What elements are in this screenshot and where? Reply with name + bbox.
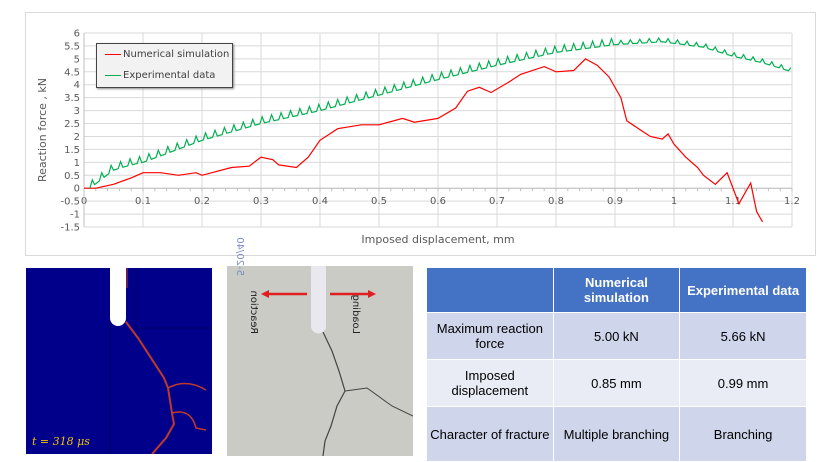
cell: 5.66 kN (679, 312, 807, 360)
series-line-experimental (89, 36, 792, 189)
cell: 0.99 mm (679, 359, 807, 407)
x-tick-label: 1 (671, 196, 677, 207)
x-tick-label: 0.6 (430, 196, 446, 207)
y-tick-label: 1.5 (64, 145, 80, 156)
y-tick-label: -0.5 (60, 197, 80, 208)
y-tick-label: 3 (74, 106, 80, 117)
x-tick-label: 0.5 (371, 196, 387, 207)
experiment-photo: Reaction Loading 5-20/40 (227, 237, 414, 457)
legend-item-experimental: Experimental data (97, 65, 232, 86)
x-tick-label: 1.2 (784, 196, 800, 207)
header-cell: Numerical simulation (552, 267, 681, 313)
time-label: t = 318 μs (32, 435, 90, 448)
chart-container: 65.554.543.532.521.510.50-0.5-1-1.500.10… (25, 12, 816, 256)
cell: 5.00 kN (552, 312, 681, 360)
legend-label: Experimental data (123, 70, 216, 81)
x-tick-label: 0.1 (135, 196, 151, 207)
cell: Multiple branching (552, 406, 681, 462)
header-cell (426, 267, 554, 313)
simulation-image: t = 318 μs (26, 268, 212, 455)
y-tick-label: 4.5 (64, 67, 80, 78)
cell: Branching (679, 406, 807, 462)
table-header-row: Numerical simulation Experimental data (426, 267, 807, 313)
row-label: Imposed displacement (426, 359, 554, 407)
loading-label: Loading (350, 294, 361, 334)
y-tick-label: 1 (74, 158, 80, 169)
legend-item-numerical: Numerical simulation (97, 44, 232, 65)
header-cell: Experimental data (679, 267, 807, 313)
x-tick-label: 0.4 (312, 196, 328, 207)
series-line-numerical (84, 58, 764, 223)
y-tick-label: 5.5 (64, 41, 80, 52)
y-tick-label: -1.5 (60, 223, 80, 234)
y-tick-label: 2 (74, 132, 80, 143)
x-tick-label: 0.8 (548, 196, 564, 207)
x-axis-label: Imposed displacement, mm (361, 233, 514, 246)
y-tick-label: 4 (74, 80, 80, 91)
x-tick-label: 0.9 (607, 196, 623, 207)
y-tick-label: -1 (70, 210, 80, 221)
row-label: Character of fracture (426, 406, 554, 462)
row-label: Maximum reaction force (426, 312, 554, 360)
x-tick-label: 0.7 (489, 196, 505, 207)
y-tick-label: 0.5 (64, 171, 80, 182)
reaction-label: Reaction (248, 290, 259, 334)
x-tick-label: 1.1 (725, 196, 741, 207)
x-tick-label: 0.3 (253, 196, 269, 207)
legend-label: Numerical simulation (123, 49, 230, 60)
y-tick-label: 5 (74, 54, 80, 65)
y-tick-label: 6 (74, 29, 80, 40)
table-row: Maximum reaction force 5.00 kN 5.66 kN (426, 312, 807, 360)
legend: Numerical simulation Experimental data (96, 43, 233, 88)
y-tick-label: 2.5 (64, 119, 80, 130)
table-row: Character of fracture Multiple branching… (426, 406, 807, 462)
comparison-table: Numerical simulation Experimental data M… (426, 267, 807, 462)
table-row: Imposed displacement 0.85 mm 0.99 mm (426, 359, 807, 407)
y-axis-label: Reaction force , kN (36, 78, 49, 182)
x-tick-label: 0.2 (194, 196, 210, 207)
specimen-mark: 5-20/40 (234, 237, 245, 276)
y-tick-label: 0 (74, 184, 80, 195)
y-tick-label: 3.5 (64, 93, 80, 104)
cell: 0.85 mm (552, 359, 681, 407)
